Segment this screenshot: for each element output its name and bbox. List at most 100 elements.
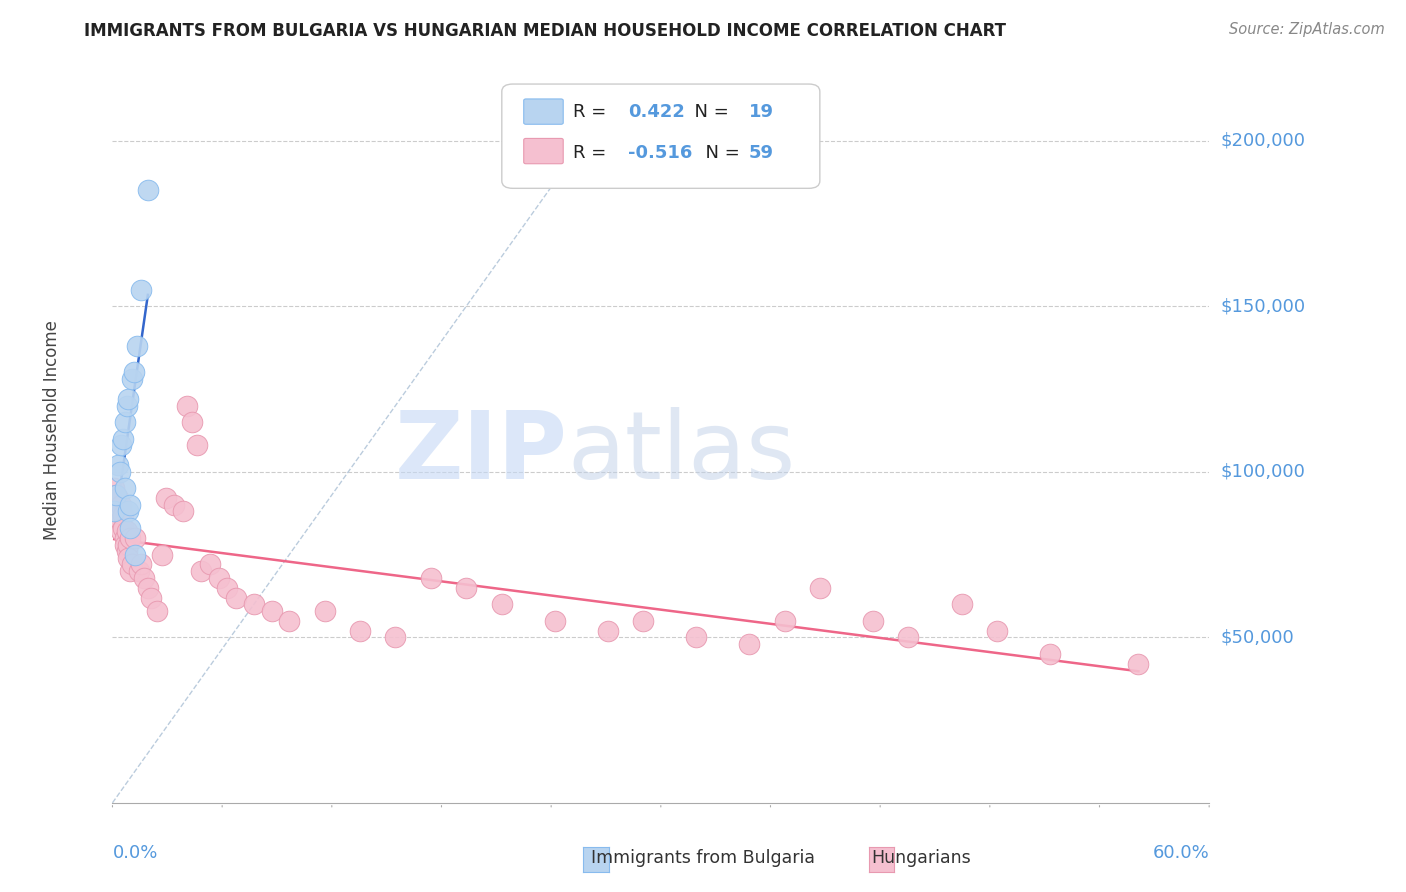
Point <box>105 488 128 502</box>
Point <box>127 339 149 353</box>
Point <box>112 432 135 446</box>
Text: Source: ZipAtlas.com: Source: ZipAtlas.com <box>1229 22 1385 37</box>
Point <box>544 614 567 628</box>
Point <box>181 415 204 429</box>
Point <box>117 550 139 565</box>
Point <box>773 614 796 628</box>
Point <box>124 548 146 562</box>
Point <box>112 508 135 522</box>
Text: R =: R = <box>574 103 612 121</box>
Point <box>108 515 131 529</box>
Point <box>107 504 129 518</box>
Point <box>186 438 208 452</box>
Point <box>129 558 152 572</box>
Point <box>103 481 125 495</box>
Point <box>121 558 143 572</box>
Point <box>117 504 139 518</box>
Point <box>114 415 136 429</box>
Text: R =: R = <box>574 144 612 161</box>
Point <box>260 604 283 618</box>
Text: $200,000: $200,000 <box>1220 132 1305 150</box>
Point <box>456 581 478 595</box>
Text: $150,000: $150,000 <box>1220 297 1305 315</box>
Point <box>190 564 212 578</box>
Point <box>243 597 266 611</box>
Point <box>107 458 129 472</box>
Point <box>150 548 173 562</box>
Point <box>207 571 229 585</box>
Point <box>225 591 247 605</box>
Point <box>862 614 884 628</box>
Point <box>141 591 163 605</box>
FancyBboxPatch shape <box>524 138 564 164</box>
Point <box>631 614 654 628</box>
Text: 0.0%: 0.0% <box>112 844 157 862</box>
Text: N =: N = <box>683 103 734 121</box>
Text: 59: 59 <box>748 144 773 161</box>
Text: ZIP: ZIP <box>395 407 568 499</box>
Point <box>136 183 159 197</box>
Point <box>950 597 973 611</box>
Point <box>128 564 150 578</box>
Point <box>172 504 194 518</box>
Point <box>115 544 138 558</box>
Point <box>103 504 125 518</box>
Text: Hungarians: Hungarians <box>872 849 970 867</box>
Point <box>122 366 145 380</box>
Text: N =: N = <box>693 144 745 161</box>
Point <box>114 538 136 552</box>
Point <box>120 531 142 545</box>
Point <box>685 630 707 644</box>
Point <box>198 558 221 572</box>
Point <box>114 531 136 545</box>
Point <box>808 581 831 595</box>
Text: IMMIGRANTS FROM BULGARIA VS HUNGARIAN MEDIAN HOUSEHOLD INCOME CORRELATION CHART: IMMIGRANTS FROM BULGARIA VS HUNGARIAN ME… <box>84 22 1007 40</box>
Point <box>110 524 132 539</box>
Text: -0.516: -0.516 <box>628 144 692 161</box>
Text: $50,000: $50,000 <box>1220 628 1294 647</box>
Point <box>134 571 156 585</box>
Text: Immigrants from Bulgaria: Immigrants from Bulgaria <box>591 849 815 867</box>
Point <box>738 637 761 651</box>
Text: atlas: atlas <box>568 407 796 499</box>
Point <box>112 521 135 535</box>
Point <box>121 372 143 386</box>
Text: 60.0%: 60.0% <box>1153 844 1209 862</box>
Text: 19: 19 <box>748 103 773 121</box>
Text: Median Household Income: Median Household Income <box>44 320 62 541</box>
Text: 0.422: 0.422 <box>628 103 685 121</box>
FancyBboxPatch shape <box>524 99 564 124</box>
Point <box>120 521 142 535</box>
Point <box>120 564 142 578</box>
Point <box>163 498 186 512</box>
Point <box>419 571 441 585</box>
Point <box>986 624 1008 638</box>
Point <box>349 624 371 638</box>
Point <box>107 491 129 506</box>
Point <box>105 488 128 502</box>
Point <box>384 630 406 644</box>
Point <box>155 491 177 506</box>
Point <box>129 283 152 297</box>
Point <box>117 392 139 406</box>
Text: $100,000: $100,000 <box>1220 463 1305 481</box>
Point <box>115 399 138 413</box>
Point <box>314 604 336 618</box>
Point <box>491 597 513 611</box>
Point <box>117 538 139 552</box>
Point <box>115 524 138 539</box>
Point <box>136 581 159 595</box>
Point <box>1128 657 1150 671</box>
Point <box>1039 647 1062 661</box>
FancyBboxPatch shape <box>502 84 820 188</box>
Point <box>596 624 619 638</box>
Point <box>897 630 920 644</box>
Point <box>217 581 239 595</box>
Point <box>108 465 131 479</box>
Point <box>110 498 132 512</box>
Point <box>124 531 146 545</box>
Point <box>278 614 301 628</box>
Point <box>176 399 198 413</box>
Point <box>110 438 132 452</box>
Point <box>120 498 142 512</box>
